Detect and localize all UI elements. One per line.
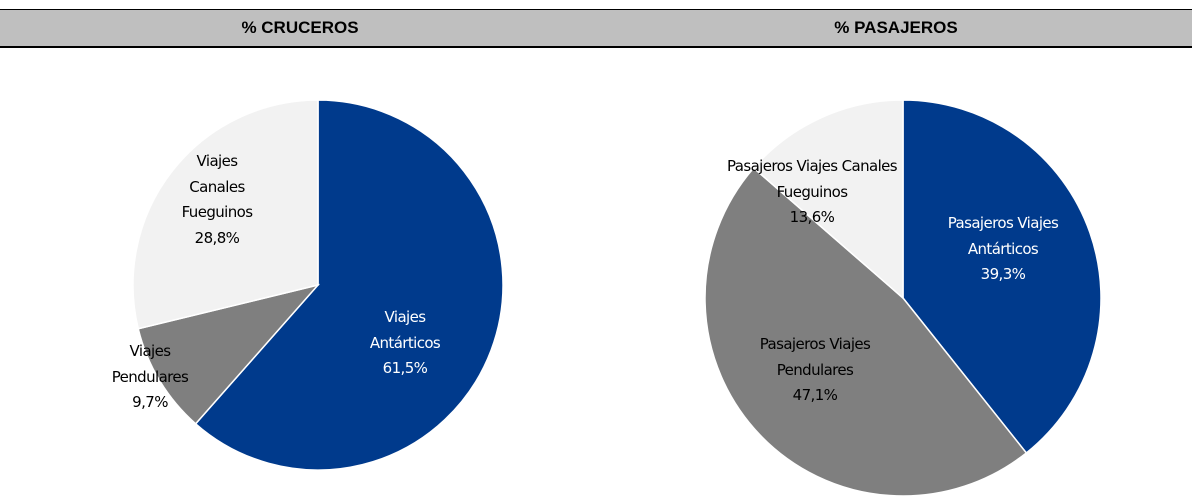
category-label: Viajes Antárticos bbox=[369, 308, 441, 352]
category-label: Pasajeros Viajes Canales Fueguinos bbox=[726, 157, 898, 201]
data-label: Pasajeros Viajes Antárticos 39,3% bbox=[933, 211, 1073, 288]
pie-slice bbox=[137, 283, 321, 425]
data-label: Pasajeros Viajes Canales Fueguinos 13,6% bbox=[717, 154, 907, 231]
value-label: 13,6% bbox=[789, 208, 835, 226]
category-label: Viajes Canales Fueguinos bbox=[181, 152, 253, 221]
header-bar bbox=[0, 10, 1192, 48]
value-label: 61,5% bbox=[382, 359, 428, 377]
pie-slice bbox=[194, 99, 504, 471]
category-label: Viajes Pendulares bbox=[111, 342, 189, 386]
column-title: % PASAJEROS bbox=[834, 18, 958, 37]
data-label: Pasajeros Viajes Pendulares 47,1% bbox=[745, 332, 885, 409]
value-label: 39,3% bbox=[980, 265, 1026, 283]
pie-slice bbox=[132, 99, 319, 330]
header: % CRUCEROS % PASAJEROS bbox=[0, 0, 1192, 48]
pie-slice bbox=[752, 99, 904, 300]
value-label: 47,1% bbox=[792, 386, 838, 404]
pie-slice bbox=[902, 99, 1102, 454]
data-label: Viajes Pendulares 9,7% bbox=[105, 339, 195, 416]
pie-slice bbox=[704, 166, 1028, 497]
column-title: % CRUCEROS bbox=[241, 18, 359, 37]
data-label: Viajes Antárticos 61,5% bbox=[360, 305, 450, 382]
data-label: Viajes Canales Fueguinos 28,8% bbox=[172, 149, 262, 251]
category-label: Pasajeros Viajes Pendulares bbox=[759, 335, 871, 379]
value-label: 28,8% bbox=[194, 228, 240, 247]
value-label: 9,7% bbox=[132, 393, 168, 411]
category-label: Pasajeros Viajes Antárticos bbox=[947, 214, 1059, 258]
